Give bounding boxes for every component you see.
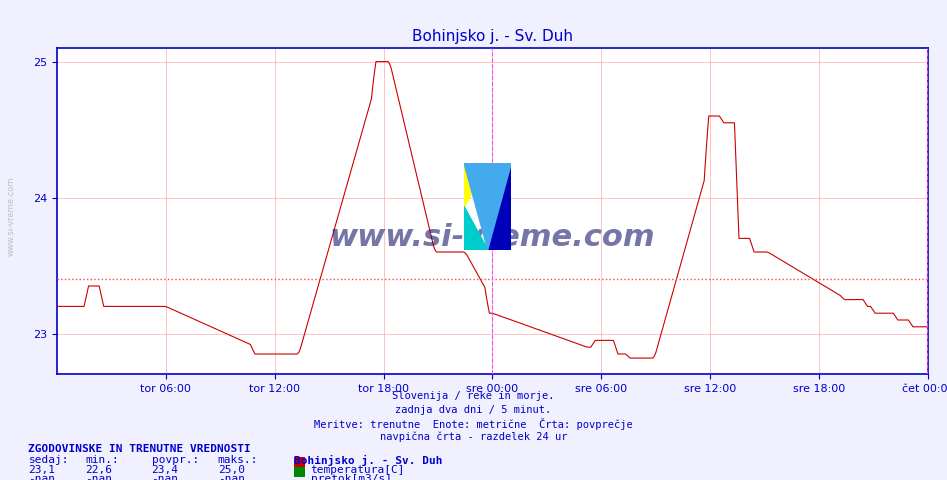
Polygon shape [464,206,488,250]
Text: temperatura[C]: temperatura[C] [311,465,405,475]
Text: 22,6: 22,6 [85,465,113,475]
Text: min.:: min.: [85,455,119,465]
Text: 23,4: 23,4 [152,465,179,475]
Text: -nan: -nan [152,474,179,480]
Text: -nan: -nan [85,474,113,480]
Polygon shape [464,163,488,206]
Text: ZGODOVINSKE IN TRENUTNE VREDNOSTI: ZGODOVINSKE IN TRENUTNE VREDNOSTI [28,444,251,454]
Text: -nan: -nan [218,474,245,480]
Text: Slovenija / reke in morje.: Slovenija / reke in morje. [392,391,555,401]
Text: pretok[m3/s]: pretok[m3/s] [311,474,392,480]
Text: Meritve: trenutne  Enote: metrične  Črta: povprečje: Meritve: trenutne Enote: metrične Črta: … [314,418,633,430]
Text: maks.:: maks.: [218,455,259,465]
Text: 25,0: 25,0 [218,465,245,475]
Text: sedaj:: sedaj: [28,455,69,465]
Text: www.si-vreme.com: www.si-vreme.com [330,223,655,252]
Text: povpr.:: povpr.: [152,455,199,465]
Text: www.si-vreme.com: www.si-vreme.com [7,176,16,256]
Text: navpična črta - razdelek 24 ur: navpična črta - razdelek 24 ur [380,432,567,442]
Text: -nan: -nan [28,474,56,480]
Polygon shape [464,163,511,250]
Title: Bohinjsko j. - Sv. Duh: Bohinjsko j. - Sv. Duh [412,29,573,44]
Text: zadnja dva dni / 5 minut.: zadnja dva dni / 5 minut. [396,405,551,415]
Text: 23,1: 23,1 [28,465,56,475]
Polygon shape [488,163,511,250]
Text: Bohinjsko j. - Sv. Duh: Bohinjsko j. - Sv. Duh [294,455,442,466]
